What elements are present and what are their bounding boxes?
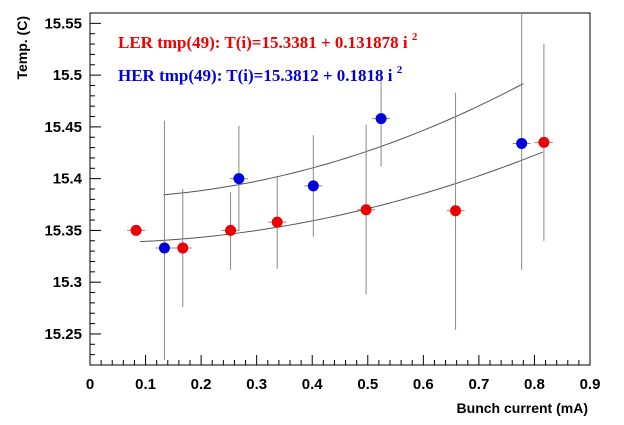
data-point-ler: [177, 242, 189, 254]
data-point-her: [516, 137, 528, 149]
data-point-ler: [538, 136, 550, 148]
fit-curves: [139, 83, 543, 243]
x-tick-label: 0.3: [246, 376, 267, 393]
x-tick-label: 0.4: [302, 376, 324, 393]
x-tick-label: 0.8: [524, 376, 545, 393]
data-points: [130, 113, 550, 254]
x-tick-label: 0.2: [191, 376, 212, 393]
fit-curve-ler: [139, 151, 543, 243]
data-point-her: [307, 180, 319, 192]
y-tick-label: 15.5: [53, 67, 82, 84]
data-point-ler: [225, 224, 237, 236]
y-tick-label: 15.55: [44, 15, 82, 32]
legend-her-text: HER tmp(49): T(i)=15.3812 + 0.1818 i: [118, 66, 393, 85]
data-point-her: [233, 173, 245, 185]
y-tick-label: 15.4: [53, 171, 83, 188]
axis-ticks: 0 0.1 0.2 0.3 0.4 0.5 0.6 0.7 0.8 0.9 15.25 15.3 15.…: [44, 12, 601, 393]
data-point-her: [375, 113, 387, 125]
data-point-her: [158, 242, 170, 254]
y-tick-label: 15.35: [44, 222, 82, 239]
data-point-ler: [271, 216, 283, 228]
x-tick-label: 0.7: [468, 376, 489, 393]
data-point-ler: [360, 204, 372, 216]
legend: LER tmp(49): T(i)=15.3381 + 0.131878 i 2…: [118, 31, 418, 85]
y-tick-label: 15.45: [44, 119, 82, 136]
y-axis-title: Temp. (C): [14, 16, 30, 80]
fit-curve-her: [163, 83, 524, 196]
data-point-ler: [130, 224, 142, 236]
y-tick-label: 15.3: [53, 274, 82, 291]
data-point-ler: [450, 205, 462, 217]
x-tick-label: 0.6: [413, 376, 434, 393]
legend-entry-her: HER tmp(49): T(i)=15.3812 + 0.1818 i 2: [118, 64, 403, 85]
x-tick-label: 0: [86, 376, 94, 393]
x-tick-label: 0.5: [357, 376, 378, 393]
legend-her-superscript: 2: [397, 64, 403, 76]
x-tick-label: 0.9: [580, 376, 601, 393]
legend-entry-ler: LER tmp(49): T(i)=15.3381 + 0.131878 i 2: [118, 31, 418, 52]
legend-ler-superscript: 2: [412, 31, 418, 43]
x-axis-title: Bunch current (mA): [457, 400, 588, 416]
x-tick-label: 0.1: [135, 376, 156, 393]
legend-ler-text: LER tmp(49): T(i)=15.3381 + 0.131878 i: [118, 33, 408, 52]
y-tick-label: 15.25: [44, 326, 82, 343]
